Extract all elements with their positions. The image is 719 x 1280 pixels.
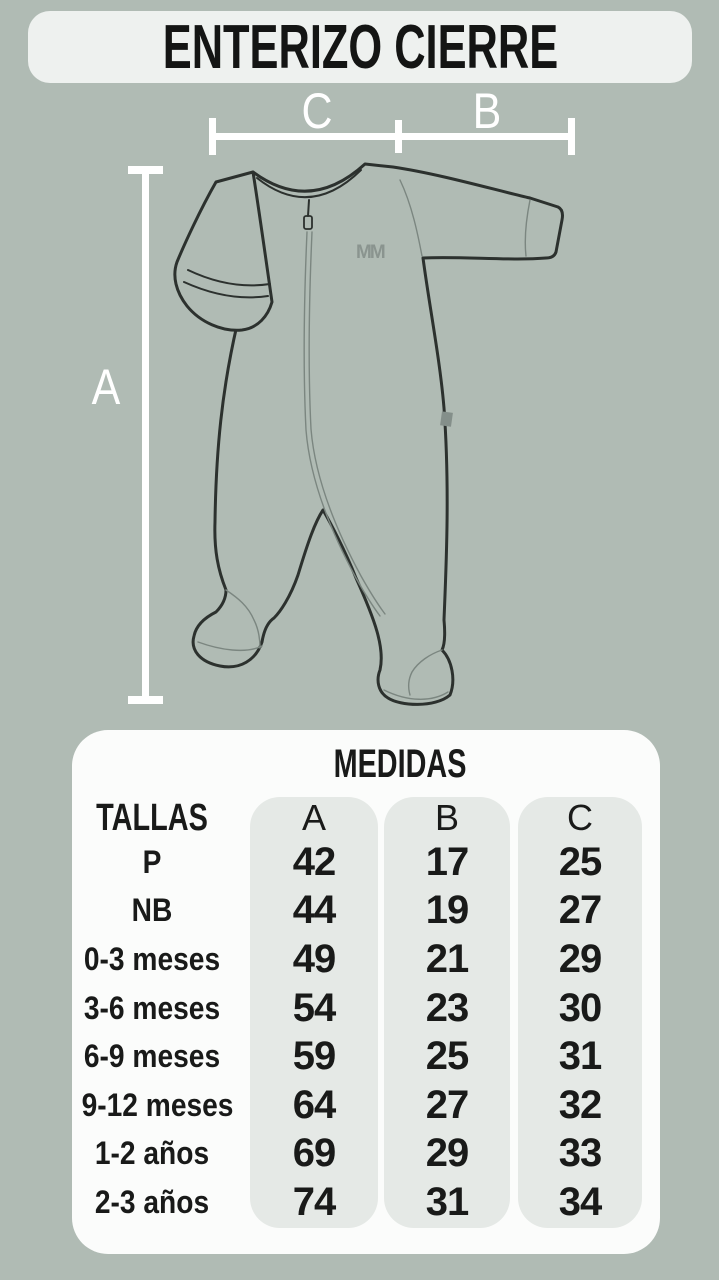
value-b: 25: [425, 1034, 470, 1079]
value-a: 74: [292, 1179, 337, 1224]
measure-tick-left: [209, 118, 216, 155]
onesie-line-drawing: MM: [173, 162, 564, 706]
value-c: 33: [558, 1131, 603, 1176]
value-c: 29: [558, 936, 603, 981]
size-label: 0-3 meses: [83, 940, 221, 977]
right-foot-instep-seam: [407, 649, 443, 696]
size-table-rows: P 42 17 25 NB 44 19 27 0-3 meses 49 21 2…: [72, 838, 660, 1227]
zipper-line-1: [303, 231, 381, 617]
table-header-row: TALLAS A B C: [72, 790, 660, 846]
right-cuff-seam: [524, 199, 531, 257]
value-b: 27: [425, 1082, 470, 1127]
measure-label-c: C: [301, 83, 333, 139]
title-banner: ENTERIZO CIERRE: [28, 11, 692, 83]
measure-tick-right: [568, 118, 575, 155]
collar-inner-seam: [256, 169, 362, 199]
value-b: 21: [425, 936, 470, 981]
table-row: P 42 17 25: [72, 838, 660, 887]
measure-line-cb: [212, 133, 574, 140]
onesie-left-sleeve: [173, 170, 274, 332]
size-label: P: [142, 843, 162, 880]
value-b: 23: [425, 985, 470, 1030]
value-b: 31: [425, 1179, 470, 1224]
value-a: 42: [292, 839, 337, 884]
measure-tick-middle: [395, 120, 402, 153]
side-tag: [440, 411, 453, 427]
column-header-a: A: [301, 797, 326, 838]
zipper-line-2: [308, 231, 386, 615]
value-a: 64: [292, 1082, 337, 1127]
size-label: 1-2 años: [94, 1135, 210, 1172]
size-label: 2-3 años: [94, 1183, 210, 1220]
size-label: NB: [131, 892, 173, 929]
measure-line-a: [142, 169, 149, 700]
table-row: 6-9 meses 59 25 31: [72, 1032, 660, 1081]
value-b: 19: [425, 888, 470, 933]
table-row: NB 44 19 27: [72, 887, 660, 936]
zipper-pull: [303, 215, 313, 230]
table-row: 3-6 meses 54 23 30: [72, 984, 660, 1033]
right-armhole-seam: [399, 179, 423, 257]
column-pill-c: [518, 797, 642, 1228]
size-label: 9-12 meses: [81, 1086, 234, 1123]
chest-logo-text: MM: [356, 242, 385, 263]
table-row: 2-3 años 74 31 34: [72, 1178, 660, 1227]
value-b: 29: [425, 1131, 470, 1176]
value-c: 34: [558, 1179, 603, 1224]
left-foot-instep-seam: [225, 589, 261, 649]
value-c: 31: [558, 1034, 603, 1079]
table-row: 9-12 meses 64 27 32: [72, 1081, 660, 1130]
table-row: 0-3 meses 49 21 29: [72, 935, 660, 984]
measurements-panel: MEDIDAS TALLAS A B C P 42 17 25 NB 44 19…: [72, 730, 660, 1254]
left-cuff-seam-1: [187, 269, 271, 287]
value-b: 17: [425, 839, 470, 884]
column-pill-a: [250, 797, 378, 1228]
zipper-top-link: [307, 199, 310, 217]
column-header-c: C: [567, 797, 593, 838]
value-a: 54: [292, 985, 337, 1030]
measure-cap-top: [128, 166, 163, 174]
measure-label-b: B: [472, 83, 502, 139]
column-header-b: B: [434, 797, 459, 838]
value-a: 59: [292, 1034, 337, 1079]
value-c: 30: [558, 985, 603, 1030]
value-c: 27: [558, 888, 603, 933]
left-foot-sole-seam: [197, 641, 263, 651]
left-cuff-seam-2: [183, 281, 269, 299]
page-title: ENTERIZO CIERRE: [162, 12, 558, 82]
value-a: 69: [292, 1131, 337, 1176]
value-c: 32: [558, 1082, 603, 1127]
size-label: 3-6 meses: [83, 989, 221, 1026]
onesie-body: [191, 162, 564, 706]
table-title: MEDIDAS: [333, 742, 467, 786]
value-a: 44: [292, 888, 337, 933]
column-pill-b: [384, 797, 510, 1228]
right-foot-sole-seam: [383, 689, 449, 700]
table-row: 1-2 años 69 29 33: [72, 1130, 660, 1179]
measure-cap-bottom: [128, 696, 163, 704]
measure-label-a: A: [91, 359, 121, 415]
value-a: 49: [292, 936, 337, 981]
value-c: 25: [558, 839, 603, 884]
column-header-tallas: TALLAS: [96, 796, 208, 839]
size-label: 6-9 meses: [83, 1038, 221, 1075]
